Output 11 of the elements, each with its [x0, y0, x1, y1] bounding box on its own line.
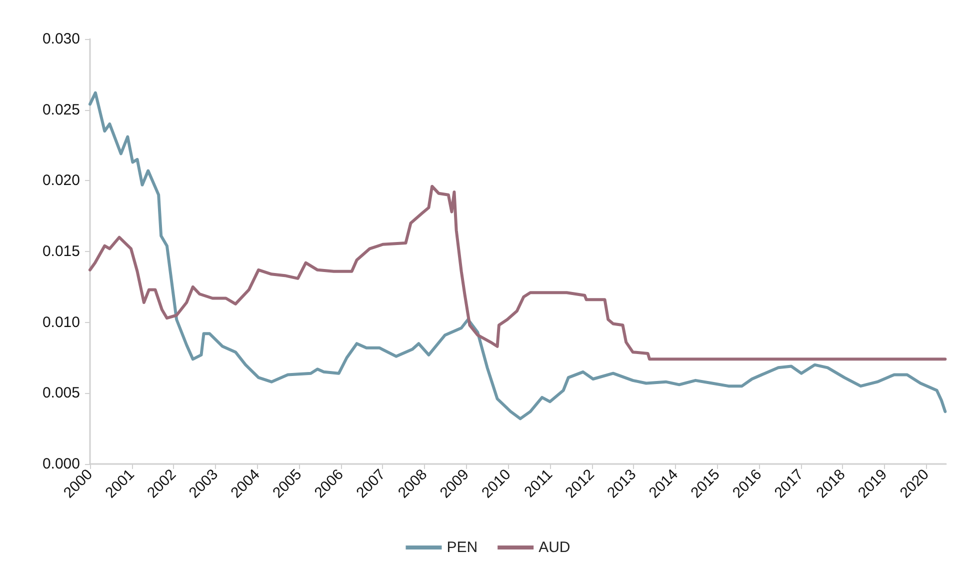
- y-tick-label: 0.025: [42, 101, 80, 118]
- line-series: [88, 91, 947, 420]
- y-tick-label: 0.020: [42, 172, 80, 190]
- legend-label: PEN: [446, 539, 478, 556]
- line-series: [88, 184, 947, 361]
- y-tick-label: 0.030: [42, 30, 80, 48]
- y-tick-label: 0.005: [42, 384, 80, 402]
- y-tick-label: 0.015: [42, 243, 80, 260]
- y-tick-label: 0.000: [42, 456, 80, 472]
- legend-label: AUD: [538, 539, 570, 556]
- y-tick-label: 0.010: [42, 314, 80, 331]
